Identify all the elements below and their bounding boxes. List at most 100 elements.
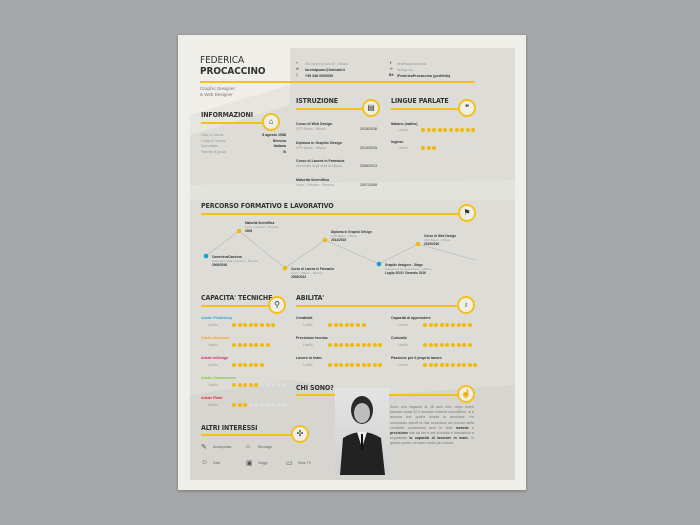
unicycle-icon: ♁ <box>457 296 475 314</box>
rating-dot-filled <box>254 323 259 327</box>
rating-dot-empty <box>282 383 287 387</box>
rating-dot-filled <box>328 323 332 327</box>
rating-dot-filled <box>355 343 360 347</box>
rating-dot-filled <box>254 363 259 367</box>
rating-dot-filled <box>259 323 264 327</box>
rating-dots <box>421 128 476 132</box>
rating-dot-filled <box>333 363 338 367</box>
interest-label: Gatti <box>213 461 221 465</box>
rating-dot-filled <box>445 323 450 327</box>
rating-dot-empty <box>254 403 259 407</box>
rating-dot-empty <box>282 323 287 327</box>
rating-dot-filled <box>434 363 439 367</box>
rating-dot-filled <box>434 343 439 347</box>
rating-dot-filled <box>339 363 344 367</box>
timeline-item-place: Liceo I. Newton - Brescia <box>245 225 279 229</box>
rating-dots <box>421 146 476 150</box>
facebook-icon: f <box>390 61 392 65</box>
rating-dot-filled <box>339 343 344 347</box>
timeline-item-place: CFP Bauer - Milano <box>331 234 358 238</box>
interest-label: Arrampicata <box>213 445 232 449</box>
rating-dot-empty <box>473 323 478 327</box>
behance-link[interactable]: /FedericaProcaccino (portfolio) <box>397 74 451 78</box>
languages-title: LINGUE PARLATE <box>391 97 449 105</box>
timeline-item-name: Diploma in Graphic Design <box>331 230 372 234</box>
rating-dot-filled <box>378 343 383 347</box>
rating-dot-empty <box>282 363 287 367</box>
pinterest-link[interactable]: /fedegroco <box>397 68 414 72</box>
climbing-icon: ✎ <box>201 444 207 451</box>
rating-dot-empty <box>276 343 281 347</box>
facebook-link[interactable]: /federicaprocaccino <box>397 62 427 66</box>
education-place: CFP Bauer - Milano <box>296 145 326 150</box>
address: Via Lorem Ipsum 20 - Milano <box>305 62 349 66</box>
language-name: Italiano (nativo) <box>391 122 418 126</box>
rating-dot-filled <box>471 128 476 132</box>
rating-dot-filled <box>265 323 270 327</box>
rating-dots <box>232 403 287 407</box>
rating-dot-empty <box>276 323 281 327</box>
education-name: Maturità Scientifica <box>296 177 329 182</box>
thumbs-up-icon: ☝ <box>457 385 475 403</box>
info-label: Nazionalità <box>201 144 218 148</box>
timeline-item-place: Ristorante Villa Guardino - Brescia <box>212 259 258 263</box>
timeline-item-name: Maturità Scientifica <box>245 221 275 225</box>
info-value: Brescia <box>273 138 286 143</box>
education-place: CFP Bauer - Milano <box>296 127 326 131</box>
rating-dots <box>232 363 287 367</box>
rating-dot-filled <box>248 343 253 347</box>
skill-name: Lavoro in team <box>296 356 322 360</box>
rating-dot-filled <box>423 323 427 327</box>
education-divider <box>296 108 363 110</box>
level-label: Livello <box>398 146 408 150</box>
rating-dot-filled <box>232 363 236 367</box>
email[interactable]: loremipsum@hotmail.it <box>305 68 345 72</box>
rating-dot-filled <box>428 323 433 327</box>
rating-dot-empty <box>437 146 442 150</box>
rating-dot-filled <box>328 363 332 367</box>
rating-dot-empty <box>471 146 476 150</box>
rating-dot-filled <box>344 343 349 347</box>
skill-name: Creatività <box>296 316 313 320</box>
rating-dot-empty <box>465 146 470 150</box>
last-name: PROCACCINO <box>200 66 266 77</box>
tv-icon: ▭ <box>286 460 293 467</box>
wrench-icon: ⚲ <box>268 296 286 314</box>
rating-dot-filled <box>460 128 465 132</box>
rating-dot-filled <box>243 343 248 347</box>
level-label: Livello <box>208 323 218 327</box>
timeline-point-study <box>415 241 421 247</box>
rating-dot-empty <box>454 146 459 150</box>
level-label: Livello <box>303 343 313 347</box>
header-divider <box>200 81 475 83</box>
rating-dot-empty <box>372 323 377 327</box>
speech-bubble-icon: ❝ <box>458 99 476 117</box>
rating-dot-empty <box>448 146 453 150</box>
level-label: Livello <box>208 403 218 407</box>
rating-dot-filled <box>243 383 248 387</box>
rating-dots <box>423 363 478 367</box>
timeline-item-years: 2006/2016 <box>212 263 228 267</box>
rating-dot-filled <box>450 323 455 327</box>
rating-dots <box>328 363 383 367</box>
skill-name: Curiosità <box>391 336 407 340</box>
rating-dot-empty <box>265 403 270 407</box>
rating-dot-empty <box>265 363 270 367</box>
rating-dot-filled <box>467 343 472 347</box>
rating-dot-filled <box>248 323 253 327</box>
location-icon: ⌖ <box>296 61 299 65</box>
education-title: ISTRUZIONE <box>296 97 338 105</box>
education-years: 2015/2016 <box>360 127 377 131</box>
rating-dot-filled <box>237 383 242 387</box>
timeline-item-name: Corso di Web Design <box>424 234 456 238</box>
rating-dot-filled <box>467 363 472 367</box>
rating-dot-filled <box>462 363 467 367</box>
rating-dots <box>423 323 478 327</box>
rating-dot-filled <box>333 323 338 327</box>
rating-dot-filled <box>445 343 450 347</box>
rating-dot-filled <box>421 146 425 150</box>
tech-name: Adobe Illustrator <box>201 336 230 340</box>
rating-dot-filled <box>237 403 242 407</box>
phone-icon: ▯ <box>296 73 298 77</box>
role-line-2: & Web Designer <box>200 92 233 97</box>
